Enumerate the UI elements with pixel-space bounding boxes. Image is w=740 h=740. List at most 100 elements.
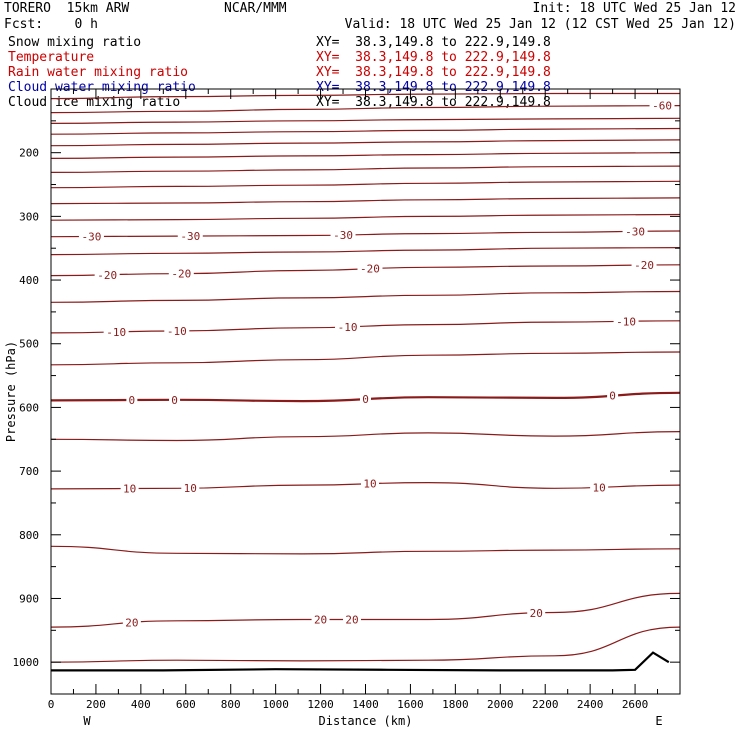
y-tick-label: 500 <box>19 338 39 351</box>
x-tick-label: 2200 <box>532 698 559 711</box>
isotherm-label: -20 <box>171 268 191 281</box>
isotherm-line <box>51 105 680 114</box>
y-tick-label: 700 <box>19 465 39 478</box>
isotherm-label: -30 <box>180 230 200 243</box>
x-tick-label: 1600 <box>397 698 424 711</box>
isotherm-line <box>51 197 680 205</box>
isotherm-label-bg <box>311 613 330 626</box>
field-xy-snow: XY= 38.3,149.8 to 222.9,149.8 <box>316 35 551 50</box>
isotherm-label-bg <box>126 393 138 406</box>
x-tick-label: 600 <box>176 698 196 711</box>
x-tick-label: 1200 <box>307 698 334 711</box>
isotherm-line <box>51 117 680 124</box>
valid-time: Valid: 18 UTC Wed 25 Jan 12 (12 CST Wed … <box>344 17 736 32</box>
x-right-end-label: E <box>655 714 662 728</box>
isotherm-line <box>51 290 680 303</box>
isotherm-label: 10 <box>184 482 197 495</box>
plot-area: -60 -30 -30 -30 -30 -20 -20 -20 -20 -10 -10 -10 -10 0… <box>51 92 680 672</box>
header: TORERO 15km ARW NCAR/MMM Init: 18 UTC We… <box>0 0 740 110</box>
isotherm-label-bg <box>622 225 648 238</box>
isotherm-label: 0 <box>609 390 616 403</box>
isotherm-label: -10 <box>616 315 636 328</box>
isotherm-label: -10 <box>106 326 126 339</box>
model-name: TORERO 15km ARW <box>4 1 130 16</box>
isotherm-label-bg <box>335 320 361 333</box>
isotherm-label-bg <box>78 230 104 243</box>
isotherm-line <box>51 165 680 173</box>
y-tick-label: 200 <box>19 147 39 160</box>
organization: NCAR/MMM <box>224 1 287 16</box>
y-tick-label: 800 <box>19 529 39 542</box>
x-tick-label: 2400 <box>577 698 604 711</box>
isotherm-line <box>51 592 680 628</box>
isotherm-line <box>51 351 680 366</box>
forecast-hour: Fcst: 0 h <box>4 17 98 32</box>
isotherm-label: -30 <box>625 225 645 238</box>
field-name-cloud-ice: Cloud ice mixing ratio <box>8 95 181 110</box>
isotherm-label: 0 <box>129 394 136 407</box>
isotherm-label: 20 <box>530 607 543 620</box>
x-axis-title: Distance (km) <box>319 714 413 728</box>
isotherm-label-bg <box>168 267 194 280</box>
isotherm-label: 10 <box>363 478 376 491</box>
isotherm-label-bg <box>590 481 609 494</box>
terrain-line <box>51 651 670 672</box>
isotherm-label-bg <box>607 389 619 402</box>
isotherm-label: 0 <box>171 394 178 407</box>
isotherm-label: -30 <box>333 229 353 242</box>
field-name-snow: Snow mixing ratio <box>8 35 142 50</box>
isotherm-line <box>51 320 680 334</box>
y-tick-label: 900 <box>19 592 39 605</box>
isotherm-label: 20 <box>125 617 138 630</box>
isotherm-label-bg <box>94 268 120 281</box>
isotherm-label-bg <box>177 230 203 243</box>
isotherm-label: 20 <box>314 613 327 626</box>
y-tick-label: 600 <box>19 401 39 414</box>
isotherm-label: 10 <box>123 483 136 496</box>
plot-frame <box>50 88 681 695</box>
isotherm-label-bg <box>120 482 139 495</box>
isotherm-label: -10 <box>167 325 187 338</box>
isotherm-line <box>51 626 680 663</box>
isotherm-label: 0 <box>362 393 369 406</box>
x-tick-label: 200 <box>86 698 106 711</box>
isotherm-label-bg <box>122 616 141 629</box>
x-tick-label: 0 <box>48 698 55 711</box>
isotherm-label: -20 <box>97 269 117 282</box>
isotherm-line <box>51 431 680 442</box>
y-tick-label: 1000 <box>13 656 40 669</box>
field-xy-temperature: XY= 38.3,149.8 to 222.9,149.8 <box>316 50 551 65</box>
init-time: Init: 18 UTC Wed 25 Jan 12 <box>532 1 737 16</box>
y-tick-label: 300 <box>19 210 39 223</box>
x-tick-label: 2000 <box>487 698 514 711</box>
isotherm-line <box>51 545 680 555</box>
y-axis-title: Pressure (hPa) <box>4 341 18 442</box>
isotherm-label-bg <box>360 393 371 406</box>
isotherm-label: -30 <box>81 231 101 244</box>
isotherm-label-bg <box>343 613 362 626</box>
isotherm-label-bg <box>613 315 639 328</box>
x-tick-label: 400 <box>131 698 151 711</box>
isotherm-label-bg <box>649 99 675 112</box>
isotherm-line <box>51 247 680 256</box>
isotherm-label: 10 <box>593 481 606 494</box>
y-tick-label: 400 <box>19 274 39 287</box>
isotherm-label-bg <box>357 262 383 275</box>
x-tick-label: 1800 <box>442 698 469 711</box>
isotherm-line <box>51 139 680 147</box>
x-tick-label: 2600 <box>622 698 649 711</box>
x-tick-label: 1400 <box>352 698 379 711</box>
isotherm-label-bg <box>527 606 546 619</box>
isotherm-line <box>51 152 680 159</box>
isotherm-label-bg <box>164 325 190 337</box>
isotherm-line <box>51 180 680 189</box>
isotherm-label: -60 <box>652 100 672 113</box>
isotherm-line <box>51 213 680 221</box>
isotherm-label-bg <box>181 482 200 495</box>
isotherm-label-bg <box>169 393 181 406</box>
isotherm-label-bg <box>330 229 356 242</box>
x-tick-label: 800 <box>221 698 241 711</box>
isotherm-line <box>51 127 680 135</box>
isotherm-label: -20 <box>634 259 654 272</box>
